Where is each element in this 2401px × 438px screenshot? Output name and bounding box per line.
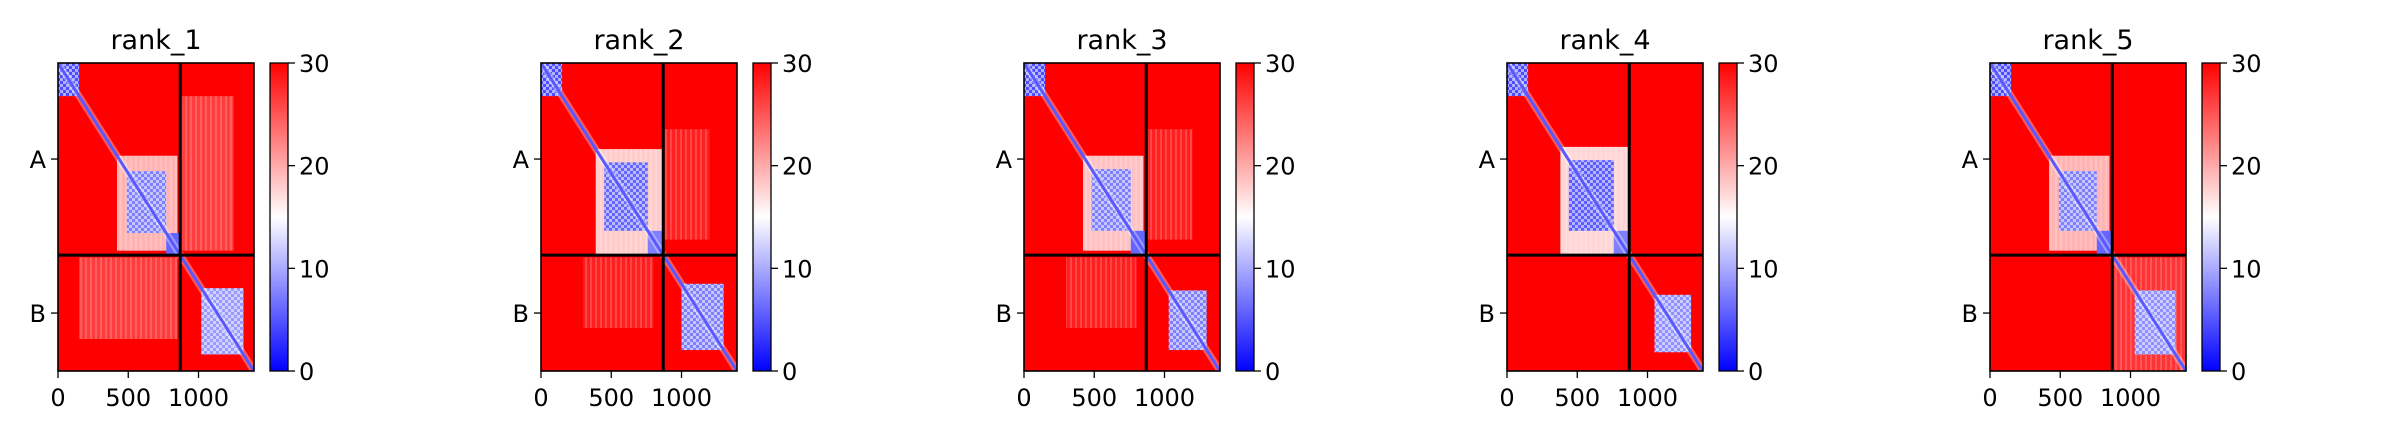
chain-label: A bbox=[996, 146, 1013, 174]
chain-label: B bbox=[30, 300, 46, 328]
x-tick-label: 0 bbox=[1499, 384, 1514, 412]
colorbar bbox=[752, 62, 772, 372]
colorbar-tick-label: 0 bbox=[299, 358, 314, 386]
heatmap-pale-texture bbox=[79, 257, 178, 339]
panel-title: rank_5 bbox=[2042, 25, 2133, 56]
x-tick-label: 1000 bbox=[168, 384, 229, 412]
heatmap-cells bbox=[58, 63, 254, 371]
panel-frame bbox=[57, 62, 255, 372]
colorbar-tick-label: 30 bbox=[299, 50, 330, 78]
colorbar-tick-label: 20 bbox=[1265, 153, 1296, 181]
heatmap-diagonal bbox=[1024, 63, 1220, 371]
x-tick-label: 500 bbox=[2037, 384, 2083, 412]
x-tick-label: 500 bbox=[588, 384, 634, 412]
colorbar bbox=[1235, 62, 1255, 372]
colorbar-tick-label: 30 bbox=[1748, 50, 1779, 78]
panel-title: rank_1 bbox=[110, 25, 201, 56]
x-tick-label: 1000 bbox=[2100, 384, 2161, 412]
heatmap-diagonal-halo bbox=[541, 63, 737, 371]
colorbar-tick-label: 10 bbox=[2231, 255, 2262, 283]
heatmap-diagonal bbox=[1990, 63, 2186, 371]
x-tick-label: 0 bbox=[50, 384, 65, 412]
colorbar-tick-label: 20 bbox=[299, 153, 330, 181]
x-tick-label: 0 bbox=[1016, 384, 1031, 412]
x-tick-label: 1000 bbox=[651, 384, 712, 412]
panel-title: rank_3 bbox=[1076, 25, 1167, 56]
chain-label: B bbox=[1962, 300, 1978, 328]
chain-label: A bbox=[1479, 146, 1496, 174]
x-tick-label: 0 bbox=[1982, 384, 1997, 412]
heatmap-cells bbox=[1507, 63, 1703, 371]
x-tick-label: 1000 bbox=[1617, 384, 1678, 412]
heatmap-diagonal bbox=[541, 63, 737, 371]
heatmap-pale-texture bbox=[664, 129, 710, 240]
x-tick-label: 500 bbox=[105, 384, 151, 412]
heatmap-diagonal-halo bbox=[1507, 63, 1703, 371]
heatmap-diagonal bbox=[1507, 63, 1703, 371]
colorbar-tick-label: 0 bbox=[1748, 358, 1763, 386]
heatmap-panel: rank_2 A B 0 500 1000 0 10 20 30 bbox=[513, 25, 813, 412]
chain-label: B bbox=[1479, 300, 1495, 328]
x-tick-label: 500 bbox=[1071, 384, 1117, 412]
panel-frame bbox=[1023, 62, 1221, 372]
colorbar-tick-label: 20 bbox=[2231, 153, 2262, 181]
chain-label: A bbox=[513, 146, 530, 174]
panel-frame bbox=[1989, 62, 2187, 372]
colorbar bbox=[269, 62, 289, 372]
heatmap-panel: rank_3 A B 0 500 1000 0 10 20 30 bbox=[996, 25, 1296, 412]
colorbar-tick-label: 30 bbox=[782, 50, 813, 78]
heatmap-panel: rank_1 A B 0 500 1000 0 10 20 30 bbox=[30, 25, 330, 412]
colorbar-tick-label: 20 bbox=[782, 153, 813, 181]
colorbar-tick-label: 30 bbox=[1265, 50, 1296, 78]
chain-label: A bbox=[1962, 146, 1979, 174]
chain-label: B bbox=[513, 300, 529, 328]
panel-title: rank_2 bbox=[593, 25, 684, 56]
heatmap-panel: rank_5 A B 0 500 1000 0 10 20 30 bbox=[1962, 25, 2262, 412]
heatmap-pale-texture bbox=[181, 96, 234, 251]
panel-frame bbox=[1506, 62, 1704, 372]
x-tick-label: 500 bbox=[1554, 384, 1600, 412]
panel-title: rank_4 bbox=[1559, 25, 1650, 56]
heatmap-pale-texture bbox=[1147, 129, 1193, 240]
colorbar-tick-label: 0 bbox=[1265, 358, 1280, 386]
colorbar bbox=[2201, 62, 2221, 372]
colorbar-tick-label: 0 bbox=[2231, 358, 2246, 386]
colorbar-tick-label: 10 bbox=[299, 255, 330, 283]
colorbar-tick-label: 30 bbox=[2231, 50, 2262, 78]
colorbar-tick-label: 20 bbox=[1748, 153, 1779, 181]
colorbar-tick-label: 10 bbox=[1265, 255, 1296, 283]
heatmap-pale-texture bbox=[583, 257, 654, 328]
x-tick-label: 1000 bbox=[1134, 384, 1195, 412]
x-tick-label: 0 bbox=[533, 384, 548, 412]
heatmap-cells bbox=[1990, 63, 2186, 371]
heatmap-cells bbox=[1024, 63, 1220, 371]
colorbar-tick-label: 10 bbox=[782, 255, 813, 283]
heatmap-cells bbox=[541, 63, 737, 371]
heatmap-panel: rank_4 A B 0 500 1000 0 10 20 30 bbox=[1479, 25, 1779, 412]
colorbar-tick-label: 10 bbox=[1748, 255, 1779, 283]
heatmap-diagonal-halo bbox=[1024, 63, 1220, 371]
heatmap-pale-texture bbox=[1066, 257, 1137, 328]
colorbar-tick-label: 0 bbox=[782, 358, 797, 386]
panel-frame bbox=[540, 62, 738, 372]
chain-label: A bbox=[30, 146, 47, 174]
heatmap-diagonal bbox=[58, 63, 254, 371]
heatmap-diagonal-halo bbox=[58, 63, 254, 371]
heatmap-diagonal-halo bbox=[1990, 63, 2186, 371]
chain-label: B bbox=[996, 300, 1012, 328]
colorbar bbox=[1718, 62, 1738, 372]
